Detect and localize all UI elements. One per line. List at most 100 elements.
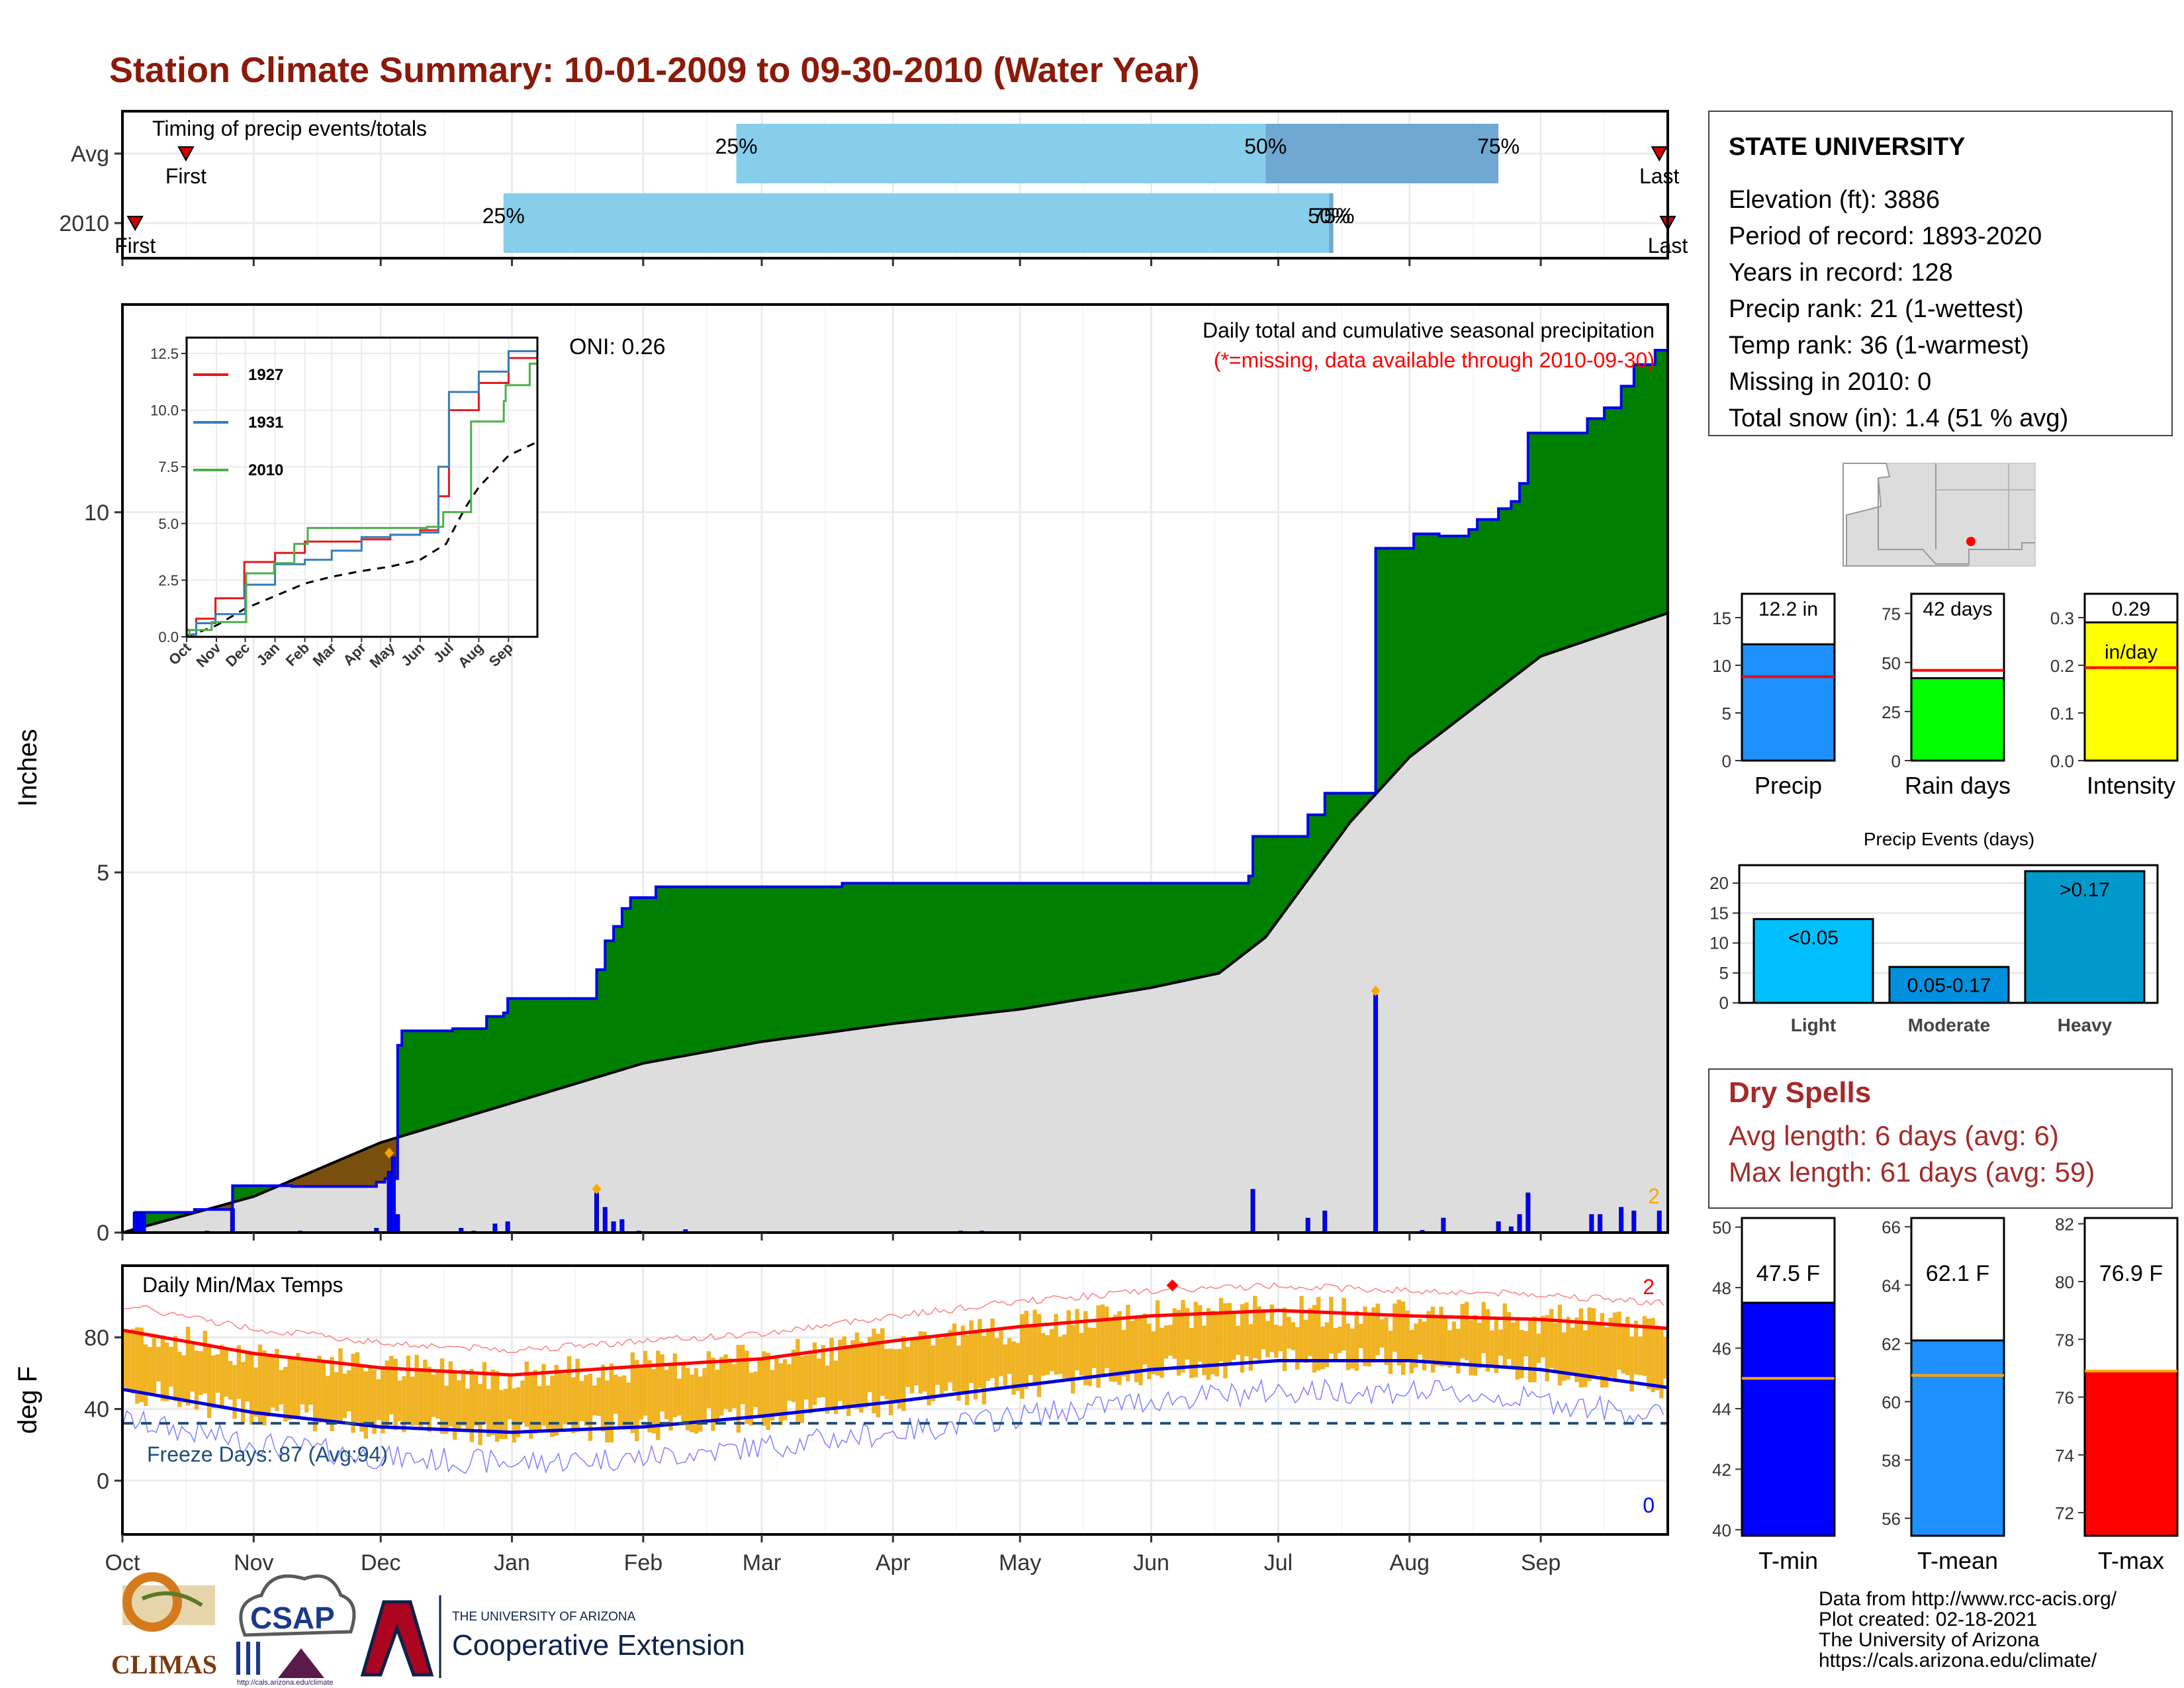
daily-temp-range-bar xyxy=(1091,1328,1097,1368)
daily-temp-range-bar xyxy=(1265,1321,1270,1358)
gauge-value-bar xyxy=(2083,1370,2179,1537)
daily-temp-range-bar xyxy=(1570,1327,1575,1375)
precip-y-axis-label: Inches xyxy=(13,729,42,807)
month-tick-label: Jan xyxy=(494,1550,530,1575)
daily-temp-range-bar xyxy=(660,1354,664,1412)
daily-temp-range-bar xyxy=(617,1376,622,1427)
events-bar-label: <0.05 xyxy=(1788,927,1839,949)
daily-temp-range-bar xyxy=(321,1361,326,1422)
gauge-value-bar xyxy=(1741,1301,1836,1537)
gauge-tick-label: 44 xyxy=(1712,1399,1731,1419)
daily-temp-range-bar xyxy=(520,1380,525,1423)
daily-temp-range-bar xyxy=(1160,1327,1164,1378)
daily-temp-range-bar xyxy=(1520,1329,1524,1378)
gauge-tick-label: 0.0 xyxy=(2050,751,2074,771)
events-bar xyxy=(1888,966,2010,1004)
daily-temp-range-bar xyxy=(706,1351,711,1409)
daily-precip-bar xyxy=(1322,1210,1328,1233)
month-tick-label: Mar xyxy=(743,1550,782,1575)
daily-temp-range-bar xyxy=(651,1369,657,1434)
page-title: Station Climate Summary: 10-01-2009 to 0… xyxy=(109,50,1200,90)
daily-temp-range-bar xyxy=(1138,1317,1143,1385)
daily-temp-range-bar xyxy=(499,1389,504,1439)
daily-temp-range-bar xyxy=(1456,1329,1461,1374)
daily-temp-range-bar xyxy=(909,1339,915,1393)
daily-temp-range-bar xyxy=(296,1352,300,1418)
daily-temp-range-bar xyxy=(139,1327,144,1403)
daily-temp-range-bar xyxy=(490,1370,495,1436)
last-event-label: Last xyxy=(1639,164,1680,188)
daily-temp-range-bar xyxy=(270,1356,275,1408)
daily-temp-range-bar xyxy=(867,1336,872,1393)
daily-temp-range-bar xyxy=(927,1336,931,1406)
month-tick-label: Apr xyxy=(876,1550,911,1575)
first-event-label: First xyxy=(165,164,206,188)
daily-temp-range-bar xyxy=(1506,1312,1512,1360)
daily-temp-range-bar xyxy=(177,1351,182,1407)
gauge-tick-label: 75 xyxy=(1882,604,1901,624)
daily-precip-bar xyxy=(619,1219,625,1233)
gauge-tick-label: 82 xyxy=(2055,1215,2074,1235)
timing-bar-25-50 xyxy=(503,193,1330,253)
daily-precip-bar xyxy=(1305,1217,1310,1233)
daily-temp-range-bar xyxy=(994,1338,999,1389)
timing-p50-label: 50% xyxy=(1308,204,1350,228)
daily-temp-range-bar xyxy=(592,1385,597,1416)
daily-temp-range-bar xyxy=(389,1356,394,1415)
dry-spells-box xyxy=(1708,1068,2173,1209)
credit-line: Data from http://www.rcc-acis.org/ xyxy=(1819,1588,2117,1610)
daily-temp-range-bar xyxy=(1105,1306,1109,1368)
daily-temp-range-bar xyxy=(1147,1323,1152,1380)
daily-temp-range-bar xyxy=(1036,1313,1042,1397)
dry-spells-max: Max length: 61 days (avg: 59) xyxy=(1729,1156,2095,1188)
temp-gauge-value-label: 62.1 F xyxy=(1926,1261,1989,1286)
daily-temp-range-bar xyxy=(1600,1313,1605,1388)
daily-temp-range-bar xyxy=(558,1374,563,1429)
timing-p25-label: 25% xyxy=(715,134,758,158)
daily-temp-range-bar xyxy=(1282,1307,1287,1372)
daily-temp-range-bar xyxy=(1409,1329,1414,1374)
temp-y-axis-label: deg F xyxy=(13,1366,42,1434)
daily-temp-range-bar xyxy=(1244,1302,1249,1356)
daily-temp-range-bar xyxy=(308,1358,313,1405)
daily-temp-range-bar xyxy=(1227,1303,1232,1363)
daily-precip-bar xyxy=(1250,1189,1255,1233)
gauge-tick-label: 76 xyxy=(2055,1388,2074,1408)
daily-temp-range-bar xyxy=(215,1354,220,1393)
daily-temp-range-bar xyxy=(643,1350,648,1416)
month-tick-label: Feb xyxy=(624,1550,663,1575)
gauge-tick-label: 42 xyxy=(1712,1460,1731,1479)
precip-ytick-label: 5 xyxy=(97,861,109,886)
daily-temp-range-bar xyxy=(1342,1297,1346,1351)
daily-temp-range-bar xyxy=(931,1345,936,1401)
daily-temp-range-bar xyxy=(694,1368,699,1434)
daily-temp-range-bar xyxy=(600,1364,606,1432)
daily-temp-range-bar xyxy=(639,1366,643,1420)
daily-temp-range-bar xyxy=(181,1355,186,1403)
daily-temp-range-bar xyxy=(1087,1327,1092,1386)
missing-data-note: (*=missing, data available through 2010-… xyxy=(1214,348,1655,372)
daily-temp-range-bar xyxy=(1578,1308,1584,1388)
gauge-value-label: 0.29 xyxy=(2112,598,2150,620)
gauge-tick-label: 0.2 xyxy=(2050,656,2074,676)
daily-temp-range-bar xyxy=(1003,1344,1008,1386)
daily-temp-range-bar xyxy=(372,1370,377,1434)
daily-temp-range-bar xyxy=(228,1361,233,1400)
daily-temp-range-bar xyxy=(469,1368,474,1442)
daily-temp-range-bar xyxy=(1253,1295,1257,1358)
daily-temp-range-bar xyxy=(944,1336,948,1391)
daily-temp-range-bar xyxy=(609,1363,614,1443)
daily-temp-range-bar xyxy=(1032,1309,1037,1387)
daily-temp-range-bar xyxy=(1134,1317,1139,1382)
gauge-tick-label: 0 xyxy=(1722,751,1731,771)
timing-p75-label: 75% xyxy=(1477,134,1520,158)
daily-temp-range-bar xyxy=(1338,1327,1342,1353)
station-info-line: Elevation (ft): 3886 xyxy=(1729,186,1940,214)
daily-precip-bar xyxy=(602,1207,608,1233)
daily-temp-range-bar xyxy=(236,1345,242,1399)
daily-temp-range-bar xyxy=(905,1346,910,1387)
daily-temp-range-bar xyxy=(727,1358,733,1413)
daily-temp-range-bar xyxy=(803,1355,809,1400)
inset-ytick-label: 7.5 xyxy=(158,459,179,475)
station-info-line: Years in record: 128 xyxy=(1729,259,1953,287)
